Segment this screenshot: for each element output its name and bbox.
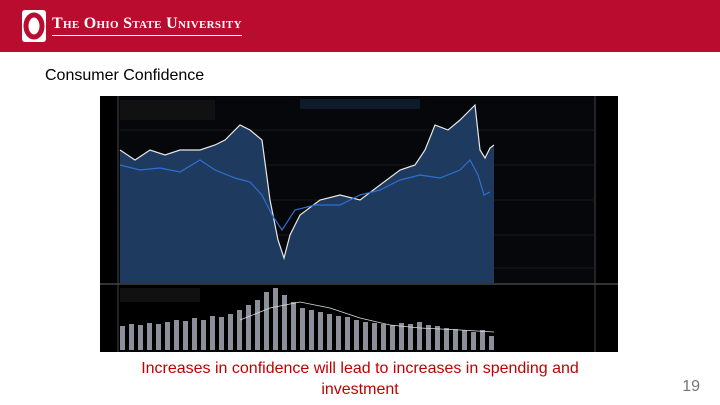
chart-screenshot: [100, 96, 618, 352]
slide-heading: Consumer Confidence: [45, 67, 205, 84]
brand-title: The Ohio State University: [52, 15, 242, 36]
header-bar: The Ohio State University: [0, 0, 720, 52]
logo: [22, 10, 46, 42]
page-number: 19: [682, 378, 700, 395]
slide-caption: Increases in confidence will lead to inc…: [141, 360, 579, 398]
